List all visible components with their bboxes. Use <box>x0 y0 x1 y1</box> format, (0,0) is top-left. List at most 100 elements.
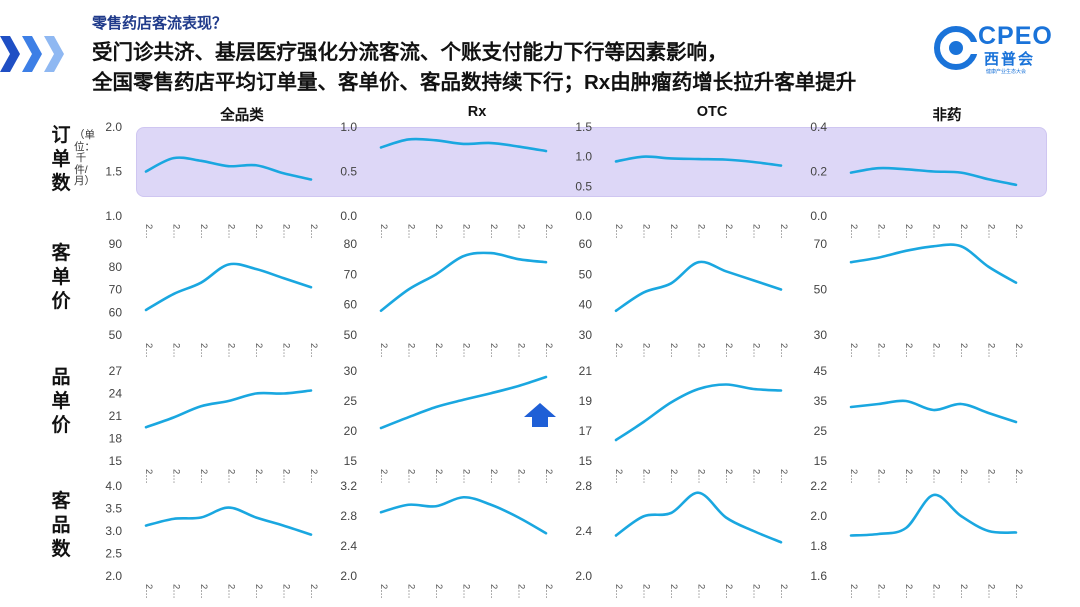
y-tick-label: 15 <box>109 454 123 468</box>
y-tick-label: 1.0 <box>575 150 592 164</box>
logo-tagline: 健康产业生态大会 <box>986 69 1027 75</box>
x-tick-label: 2… <box>406 584 417 599</box>
x-tick-label: 2… <box>1013 584 1024 599</box>
chevron-right-icon <box>0 36 20 72</box>
x-tick-label: 2… <box>931 469 942 484</box>
y-tick-label: 3.0 <box>105 524 122 538</box>
y-tick-label: 70 <box>814 237 828 251</box>
x-tick-label: 2… <box>641 469 652 484</box>
column-title-otc: OTC <box>696 104 728 120</box>
x-tick-label: 2… <box>543 343 554 358</box>
y-tick-label: 0.2 <box>810 165 827 179</box>
column-title-all: 全品类 <box>220 108 264 124</box>
headline-line-2: 全国零售药店平均订单量、客单价、客品数持续下行；Rx由肿瘤药增长拉升客单提升 <box>92 71 857 94</box>
x-tick-label: 2… <box>516 584 527 599</box>
x-tick-label: 2… <box>751 224 762 239</box>
x-tick-label: 2… <box>308 584 319 599</box>
x-tick-label: 2… <box>406 224 417 239</box>
y-tick-label: 15 <box>814 454 828 468</box>
x-tick-label: 2… <box>723 343 734 358</box>
x-tick-label: 2… <box>433 584 444 599</box>
y-tick-label: 25 <box>814 424 828 438</box>
x-tick-label: 2… <box>226 469 237 484</box>
y-tick-label: 2.0 <box>105 120 122 134</box>
y-tick-label: 40 <box>579 298 593 312</box>
y-tick-label: 80 <box>344 237 358 251</box>
y-tick-label: 0.5 <box>575 179 592 193</box>
row-label-item-price: 品 单 价 <box>51 367 71 436</box>
x-tick-label: 2… <box>253 469 264 484</box>
y-tick-label: 2.0 <box>810 509 827 523</box>
column-title-rx: Rx <box>467 104 487 120</box>
x-tick-label: 2… <box>696 343 707 358</box>
x-tick-label: 2… <box>488 224 499 239</box>
x-tick-label: 2… <box>613 343 624 358</box>
y-tick-label: 18 <box>109 432 123 446</box>
y-tick-label: 15 <box>579 454 593 468</box>
x-tick-label: 2… <box>958 469 969 484</box>
logo-name-text: 西普会 <box>984 51 1036 68</box>
y-tick-label: 17 <box>579 424 593 438</box>
x-tick-label: 2… <box>986 469 997 484</box>
chevron-right-icon <box>22 36 42 72</box>
x-tick-label: 2… <box>198 584 209 599</box>
x-tick-label: 2… <box>461 343 472 358</box>
y-tick-label: 2.0 <box>105 569 122 583</box>
x-tick-label: 2… <box>641 343 652 358</box>
y-tick-label: 70 <box>109 283 123 297</box>
x-tick-label: 2… <box>696 584 707 599</box>
x-tick-label: 2… <box>848 469 859 484</box>
y-tick-label: 50 <box>579 267 593 281</box>
y-tick-label: 0.4 <box>810 120 827 134</box>
x-tick-label: 2… <box>641 224 652 239</box>
unit-note: （单位：千件/月） <box>74 129 95 187</box>
y-tick-label: 0.0 <box>810 209 827 223</box>
x-tick-label: 2… <box>378 469 389 484</box>
x-tick-label: 2… <box>433 343 444 358</box>
series-line-客单价-全品类 <box>144 262 313 312</box>
y-tick-label: 80 <box>109 260 123 274</box>
y-tick-label: 15 <box>344 454 358 468</box>
x-tick-label: 2… <box>848 343 859 358</box>
series-line-品单价-非药 <box>849 399 1018 424</box>
x-tick-label: 2… <box>308 343 319 358</box>
row-label-items-per-order: 客 品 数 <box>51 491 71 560</box>
series-line-客品数-全品类 <box>144 506 313 536</box>
x-tick-label: 2… <box>171 343 182 358</box>
x-tick-label: 2… <box>461 584 472 599</box>
x-tick-label: 2… <box>281 469 292 484</box>
x-tick-label: 2… <box>696 224 707 239</box>
y-tick-label: 45 <box>814 364 828 378</box>
x-tick-label: 2… <box>876 224 887 239</box>
y-tick-label: 2.5 <box>105 547 122 561</box>
x-tick-label: 2… <box>751 469 762 484</box>
x-tick-label: 2… <box>143 224 154 239</box>
series-line-品单价-OTC <box>614 383 783 442</box>
x-tick-label: 2… <box>903 469 914 484</box>
x-tick-label: 2… <box>281 343 292 358</box>
x-tick-label: 2… <box>378 584 389 599</box>
x-tick-label: 2… <box>986 224 997 239</box>
series-line-客单价-Rx <box>379 251 548 313</box>
series-line-客单价-OTC <box>614 260 783 313</box>
y-tick-label: 90 <box>109 237 123 251</box>
x-tick-label: 2… <box>488 343 499 358</box>
y-tick-label: 24 <box>109 387 123 401</box>
x-tick-label: 2… <box>226 343 237 358</box>
x-tick-label: 2… <box>516 343 527 358</box>
x-tick-label: 2… <box>613 584 624 599</box>
column-title-non-drug: 非药 <box>932 108 962 124</box>
y-tick-label: 1.5 <box>105 165 122 179</box>
x-tick-label: 2… <box>723 224 734 239</box>
x-tick-label: 2… <box>778 584 789 599</box>
y-tick-label: 30 <box>344 364 358 378</box>
x-tick-label: 2… <box>1013 343 1024 358</box>
x-tick-label: 2… <box>143 584 154 599</box>
series-line-订单数-OTC <box>614 155 783 167</box>
x-tick-label: 2… <box>378 224 389 239</box>
y-tick-label: 0.0 <box>575 209 592 223</box>
x-tick-label: 2… <box>143 343 154 358</box>
x-tick-label: 2… <box>308 469 319 484</box>
y-tick-label: 2.8 <box>575 479 592 493</box>
x-tick-label: 2… <box>958 224 969 239</box>
